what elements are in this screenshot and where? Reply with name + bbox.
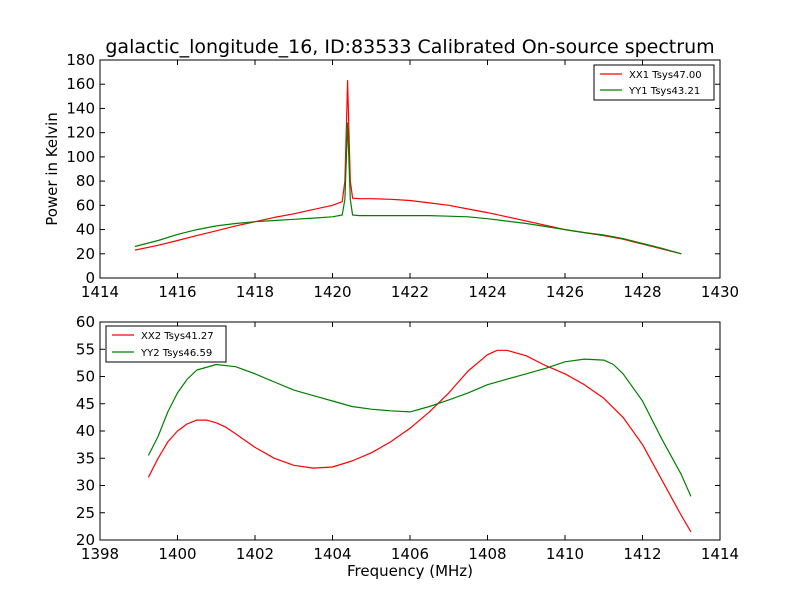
- chart-title: galactic_longitude_16, ID:83533 Calibrat…: [105, 36, 714, 58]
- y-tick-label: 35: [76, 449, 95, 467]
- y-tick-label: 60: [76, 313, 95, 331]
- x-tick-label: 1424: [468, 283, 506, 301]
- legend-label-xx1: XX1 Tsys47.00: [629, 70, 702, 81]
- x-tick-label: 1400: [158, 545, 196, 563]
- bottom-legend-box: [105, 325, 227, 363]
- series-line-yy2: [147, 358, 692, 497]
- legend-label-yy2: YY2 Tsys46.59: [140, 348, 212, 359]
- legend-label-yy1: YY1 Tsys43.21: [628, 86, 700, 97]
- bottom-spectrum-panel: 1398 1400 1402 1404 1406 1408 1410 1412 1414 20 25…: [76, 313, 739, 580]
- x-tick-label: 1408: [468, 545, 506, 563]
- top-spectrum-panel: galactic_longitude_16, ID:83533 Calibrat…: [43, 36, 739, 301]
- y-tick-label: 40: [76, 422, 95, 440]
- x-tick-label: 1406: [391, 545, 429, 563]
- x-axis-label: Frequency (MHz): [347, 562, 473, 580]
- bottom-legend: XX2 Tsys41.27 YY2 Tsys46.59: [105, 325, 227, 363]
- x-tick-label: 1426: [546, 283, 584, 301]
- y-tick-label: 140: [66, 99, 95, 117]
- y-tick-label: 50: [76, 368, 95, 386]
- series-line-yy1: [134, 122, 682, 255]
- series-line-xx1: [134, 80, 682, 255]
- top-legend-box: [593, 64, 715, 101]
- top-ticks-layer: 1414 1416 1418 1420 1422 1424 1426 1428 1430 0 20 4…: [66, 51, 739, 301]
- y-tick-label: 55: [76, 340, 95, 358]
- top-series-layer: [134, 80, 682, 255]
- x-tick-label: 1414: [81, 283, 119, 301]
- x-tick-label: 1430: [701, 283, 739, 301]
- y-tick-label: 40: [76, 221, 95, 239]
- y-tick-label: 0: [85, 269, 95, 287]
- top-y-axis-label: Power in Kelvin: [43, 112, 61, 226]
- y-tick-label: 160: [66, 75, 95, 93]
- x-tick-label: 1404: [313, 545, 351, 563]
- y-tick-label: 100: [66, 148, 95, 166]
- bottom-series-layer: [147, 349, 692, 533]
- x-tick-label: 1418: [236, 283, 274, 301]
- legend-label-xx2: XX2 Tsys41.27: [141, 331, 214, 342]
- y-tick-label: 30: [76, 477, 95, 495]
- x-tick-label: 1420: [313, 283, 351, 301]
- y-tick-label: 45: [76, 395, 95, 413]
- x-tick-label: 1410: [546, 545, 584, 563]
- top-legend: XX1 Tsys47.00 YY1 Tsys43.21: [593, 64, 715, 101]
- y-tick-label: 20: [76, 531, 95, 549]
- x-tick-label: 1402: [236, 545, 274, 563]
- x-tick-label: 1398: [81, 545, 119, 563]
- x-tick-label: 1412: [623, 545, 661, 563]
- y-tick-label: 20: [76, 245, 95, 263]
- x-tick-label: 1422: [391, 283, 429, 301]
- y-tick-label: 80: [76, 172, 95, 190]
- x-tick-label: 1428: [623, 283, 661, 301]
- y-tick-label: 180: [66, 51, 95, 69]
- x-tick-label: 1414: [701, 545, 739, 563]
- y-tick-label: 60: [76, 196, 95, 214]
- bottom-ticks-layer: 1398 1400 1402 1404 1406 1408 1410 1412 1414 20 25…: [76, 313, 739, 563]
- y-tick-label: 25: [76, 504, 95, 522]
- x-tick-label: 1416: [158, 283, 196, 301]
- series-line-xx2: [147, 349, 692, 533]
- y-tick-label: 120: [66, 124, 95, 142]
